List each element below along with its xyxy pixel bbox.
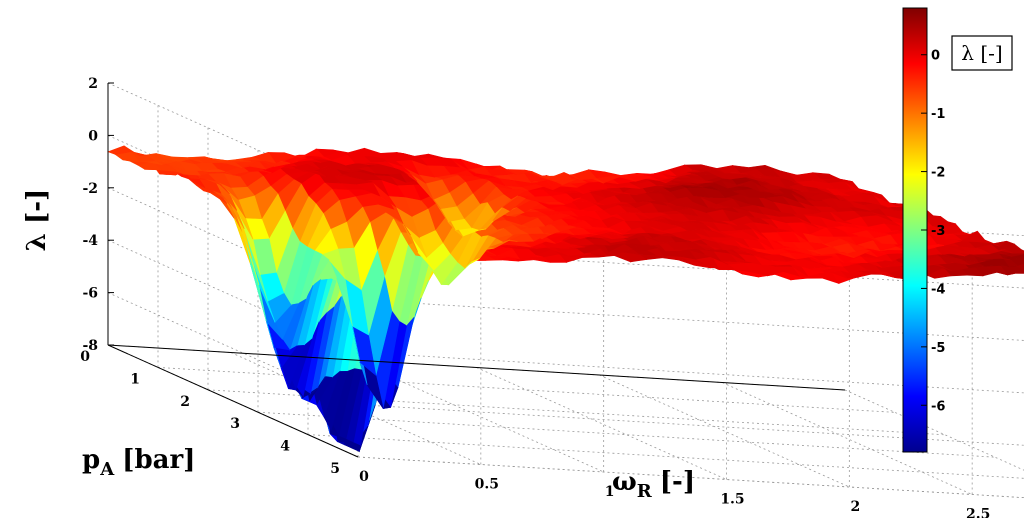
y-tick-label: 0 xyxy=(80,349,90,365)
z-tick-label: 0 xyxy=(88,128,98,144)
grid-line xyxy=(357,247,1024,289)
x-axis-unit: [-] xyxy=(660,467,695,497)
colorbar-tick-label: 0 xyxy=(931,49,940,64)
grid-line xyxy=(357,404,1024,446)
colorbar: 0 -1 -2 -3 -4 -5 -6 λ [-] xyxy=(902,7,1013,453)
z-tick-label: -2 xyxy=(82,181,98,197)
x-axis-subscript: R xyxy=(637,481,653,502)
grid-line xyxy=(357,456,1024,499)
grid-line xyxy=(107,187,359,301)
grid-line xyxy=(107,239,359,353)
z-axis-label: λ [-] xyxy=(22,189,52,252)
y-tick-label: 2 xyxy=(180,394,190,410)
grid-line xyxy=(357,351,1024,394)
grid-line xyxy=(476,367,727,480)
grid-line xyxy=(157,367,896,413)
y-axis-label: pA [bar] xyxy=(82,445,195,480)
colorbar-tick-label: -1 xyxy=(931,107,945,122)
x-axis-symbol: ω xyxy=(612,467,637,497)
grid-line xyxy=(357,299,1024,341)
z-tick-label: -8 xyxy=(82,338,98,354)
surface-mesh xyxy=(107,145,1024,453)
x-tick-label: 1 xyxy=(605,484,615,500)
x-axis-label: ωR [-] xyxy=(612,467,695,502)
y-tick-label: 4 xyxy=(280,439,290,455)
y-axis-subscript: A xyxy=(99,459,115,480)
colorbar-label: λ [-] xyxy=(961,41,1002,65)
grid-line xyxy=(107,292,359,405)
axes-frame xyxy=(107,83,846,458)
y-tick-label: 3 xyxy=(230,416,240,432)
surface-patch xyxy=(107,145,133,155)
frame-edge xyxy=(107,344,846,391)
x-tick-label: 1.5 xyxy=(720,492,744,508)
colorbar-label-box xyxy=(951,35,1013,71)
grid-line xyxy=(722,382,973,495)
x-tick-label: 0.5 xyxy=(475,477,499,493)
y-tick-label: 5 xyxy=(330,461,340,477)
z-tick-label: -6 xyxy=(82,286,98,302)
grid-line xyxy=(357,194,1024,237)
colorbar-tick-label: -6 xyxy=(931,399,945,414)
colorbar-tick-label: -4 xyxy=(931,282,945,297)
grid-line xyxy=(599,374,850,488)
colorbar-tick-label: -5 xyxy=(931,341,945,356)
colorbar-ticks: 0 -1 -2 -3 -4 -5 -6 xyxy=(921,49,945,414)
x-tick-label: 2 xyxy=(850,499,860,515)
z-tick-label: -4 xyxy=(82,233,98,249)
colorbar-tick-label: -2 xyxy=(931,166,945,181)
y-axis-unit: [bar] xyxy=(122,445,195,475)
grid-line xyxy=(307,434,1024,479)
z-tick-label: 2 xyxy=(88,76,98,92)
frame-edge xyxy=(107,344,359,458)
x-tick-label: 2.5 xyxy=(966,507,990,518)
colorbar-tick-label: -3 xyxy=(931,224,945,239)
grid-lines xyxy=(107,82,1024,499)
grid-line xyxy=(257,411,996,458)
grid-line xyxy=(107,82,359,196)
y-tick-label: 1 xyxy=(130,371,140,387)
y-axis-symbol: p xyxy=(82,445,100,475)
grid-line xyxy=(207,389,946,436)
x-tick-label: 0 xyxy=(359,469,369,485)
grid-line xyxy=(844,389,1024,471)
